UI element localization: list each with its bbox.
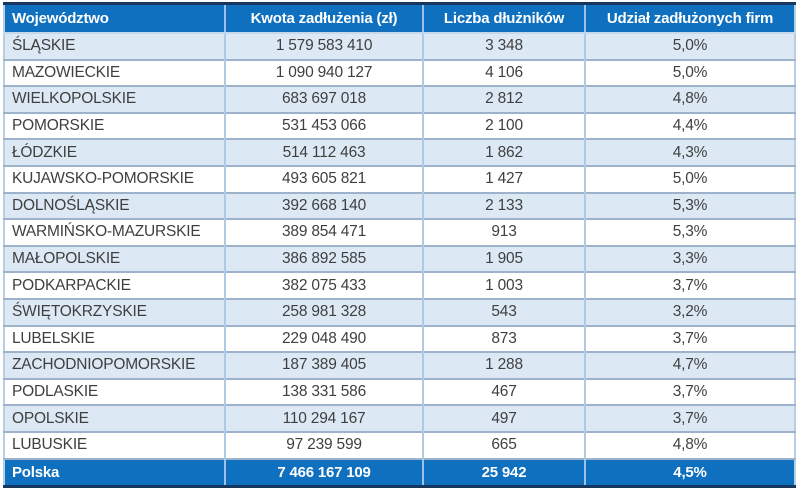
- debt-share-value: 3,3%: [584, 244, 795, 273]
- debt-amount-value: 389 854 471: [224, 218, 423, 246]
- table-row: DOLNOŚLĄSKIE 392 668 140 2 133 5,3%: [4, 191, 795, 220]
- debt-amount-value: 97 239 599: [224, 430, 423, 459]
- debtor-count-value: 4 106: [422, 58, 585, 87]
- total-debt-amount: 7 466 167 109: [224, 457, 423, 486]
- debtor-count-value: 467: [422, 377, 585, 406]
- debtor-count-value: 1 862: [422, 138, 585, 166]
- voivodeship-name: ŁÓDZKIE: [4, 138, 225, 166]
- voivodeship-name: DOLNOŚLĄSKIE: [4, 191, 225, 220]
- voivodeship-name: ŚWIĘTOKRZYSKIE: [4, 297, 225, 326]
- debt-share-value: 4,8%: [584, 85, 795, 113]
- debt-amount-value: 1 579 583 410: [224, 32, 423, 60]
- debtor-count-value: 1 003: [422, 271, 585, 299]
- voivodeship-name: WARMIŃSKO-MAZURSKIE: [4, 218, 225, 246]
- voivodeship-name: PODLASKIE: [4, 377, 225, 406]
- voivodeship-name: ŚLĄSKIE: [4, 32, 225, 60]
- voivodeship-name: LUBUSKIE: [4, 430, 225, 459]
- table-row: MAZOWIECKIE 1 090 940 127 4 106 5,0%: [4, 58, 795, 87]
- table-row: WIELKOPOLSKIE 683 697 018 2 812 4,8%: [4, 85, 795, 113]
- total-label: Polska: [4, 457, 225, 486]
- debtor-count-value: 913: [422, 218, 585, 246]
- debtor-count-value: 497: [422, 404, 585, 432]
- debtor-count-value: 1 427: [422, 164, 585, 193]
- debt-amount-value: 531 453 066: [224, 111, 423, 140]
- debt-amount-value: 187 389 405: [224, 351, 423, 379]
- debt-share-value: 5,0%: [584, 58, 795, 87]
- debtor-count-value: 2 133: [422, 191, 585, 220]
- debt-share-value: 4,3%: [584, 138, 795, 166]
- debt-share-value: 5,0%: [584, 164, 795, 193]
- table-row: PODLASKIE 138 331 586 467 3,7%: [4, 377, 795, 406]
- total-debt-share: 4,5%: [584, 457, 795, 486]
- voivodeship-debt-table: Województwo Kwota zadłużenia (zł) Liczba…: [3, 2, 796, 488]
- voivodeship-name: POMORSKIE: [4, 111, 225, 140]
- table-row: WARMIŃSKO-MAZURSKIE 389 854 471 913 5,3%: [4, 218, 795, 246]
- table-row: LUBELSKIE 229 048 490 873 3,7%: [4, 324, 795, 353]
- table-row: ŚLĄSKIE 1 579 583 410 3 348 5,0%: [4, 32, 795, 60]
- column-header-voivodeship: Województwo: [4, 3, 225, 34]
- column-header-debtor-count: Liczba dłużników: [422, 3, 585, 34]
- voivodeship-name: ZACHODNIOPOMORSKIE: [4, 351, 225, 379]
- table-row: ŁÓDZKIE 514 112 463 1 862 4,3%: [4, 138, 795, 166]
- table-row: ZACHODNIOPOMORSKIE 187 389 405 1 288 4,7%: [4, 351, 795, 379]
- debtor-count-value: 2 812: [422, 85, 585, 113]
- voivodeship-name: KUJAWSKO-POMORSKIE: [4, 164, 225, 193]
- table-row: POMORSKIE 531 453 066 2 100 4,4%: [4, 111, 795, 140]
- voivodeship-name: OPOLSKIE: [4, 404, 225, 432]
- total-debtor-count: 25 942: [422, 457, 585, 486]
- debt-amount-value: 258 981 328: [224, 297, 423, 326]
- debtor-count-value: 665: [422, 430, 585, 459]
- debt-amount-value: 392 668 140: [224, 191, 423, 220]
- debtor-count-value: 3 348: [422, 32, 585, 60]
- debt-share-value: 4,4%: [584, 111, 795, 140]
- debt-share-value: 5,0%: [584, 32, 795, 60]
- voivodeship-name: MAŁOPOLSKIE: [4, 244, 225, 273]
- debt-share-value: 3,2%: [584, 297, 795, 326]
- column-header-debt-share: Udział zadłużonych firm: [584, 3, 795, 34]
- voivodeship-name: LUBELSKIE: [4, 324, 225, 353]
- debt-share-value: 4,7%: [584, 351, 795, 379]
- debtor-count-value: 543: [422, 297, 585, 326]
- debt-amount-value: 386 892 585: [224, 244, 423, 273]
- voivodeship-name: WIELKOPOLSKIE: [4, 85, 225, 113]
- debt-share-value: 5,3%: [584, 191, 795, 220]
- debt-share-value: 3,7%: [584, 324, 795, 353]
- voivodeship-name: PODKARPACKIE: [4, 271, 225, 299]
- debt-amount-value: 1 090 940 127: [224, 58, 423, 87]
- column-header-debt-amount: Kwota zadłużenia (zł): [224, 3, 423, 34]
- table-row: KUJAWSKO-POMORSKIE 493 605 821 1 427 5,0%: [4, 164, 795, 193]
- debt-amount-value: 229 048 490: [224, 324, 423, 353]
- debt-amount-value: 110 294 167: [224, 404, 423, 432]
- debt-amount-value: 683 697 018: [224, 85, 423, 113]
- debt-amount-value: 382 075 433: [224, 271, 423, 299]
- table-row: MAŁOPOLSKIE 386 892 585 1 905 3,3%: [4, 244, 795, 273]
- table-header-row: Województwo Kwota zadłużenia (zł) Liczba…: [4, 3, 795, 34]
- debtor-count-value: 1 905: [422, 244, 585, 273]
- debt-amount-value: 514 112 463: [224, 138, 423, 166]
- debt-share-value: 5,3%: [584, 218, 795, 246]
- table-total-row: Polska 7 466 167 109 25 942 4,5%: [4, 457, 795, 486]
- table-row: ŚWIĘTOKRZYSKIE 258 981 328 543 3,2%: [4, 297, 795, 326]
- debt-share-value: 3,7%: [584, 377, 795, 406]
- table-row: OPOLSKIE 110 294 167 497 3,7%: [4, 404, 795, 432]
- table-row: PODKARPACKIE 382 075 433 1 003 3,7%: [4, 271, 795, 299]
- table-body: ŚLĄSKIE 1 579 583 410 3 348 5,0% MAZOWIECKIE…: [4, 32, 795, 459]
- debtor-count-value: 2 100: [422, 111, 585, 140]
- debtor-count-value: 873: [422, 324, 585, 353]
- debt-share-value: 3,7%: [584, 271, 795, 299]
- table-row: LUBUSKIE 97 239 599 665 4,8%: [4, 430, 795, 459]
- debt-amount-value: 138 331 586: [224, 377, 423, 406]
- debt-share-value: 4,8%: [584, 430, 795, 459]
- debtor-count-value: 1 288: [422, 351, 585, 379]
- debt-amount-value: 493 605 821: [224, 164, 423, 193]
- voivodeship-name: MAZOWIECKIE: [4, 58, 225, 87]
- debt-share-value: 3,7%: [584, 404, 795, 432]
